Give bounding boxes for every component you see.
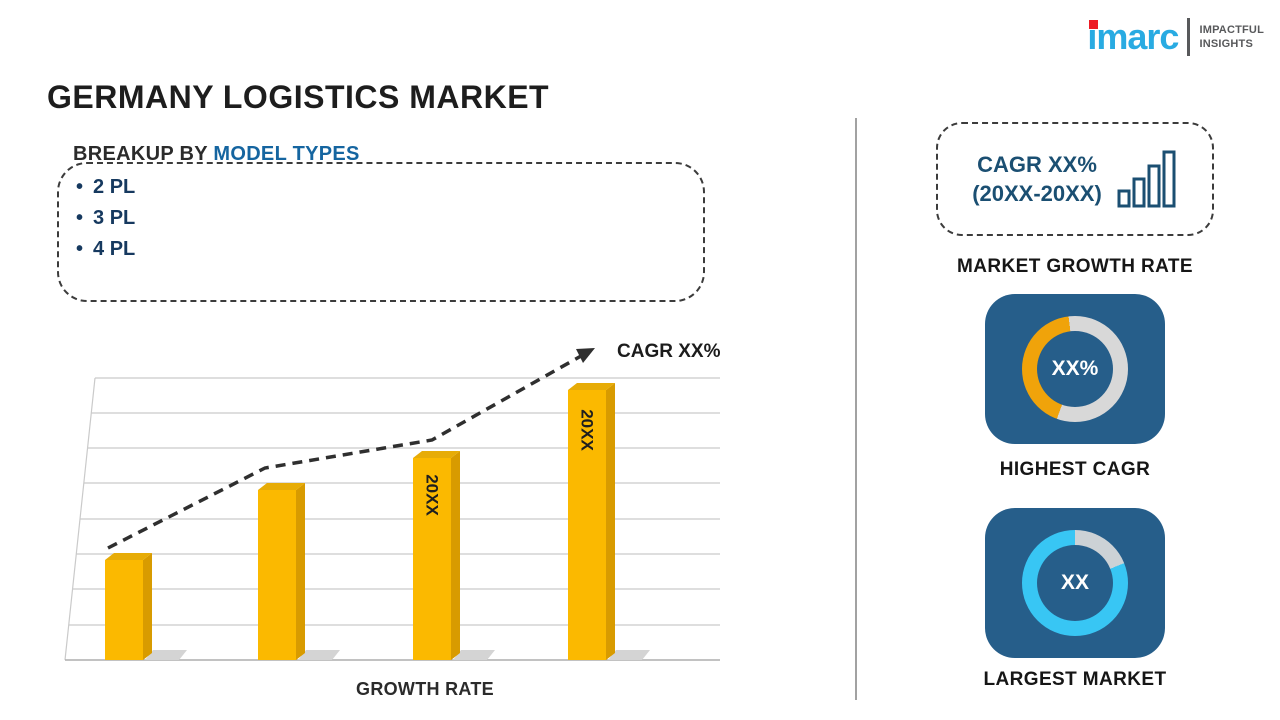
bar-chart-svg: 20XX 20XX	[64, 348, 720, 661]
bar-shadow	[298, 650, 340, 660]
growth-box-text: CAGR XX% (20XX-20XX)	[972, 150, 1102, 208]
bar-side	[296, 483, 305, 660]
bar-side	[143, 553, 152, 660]
growth-box-line1: CAGR XX%	[977, 152, 1097, 177]
bar-side	[606, 383, 615, 660]
bar-side	[451, 451, 460, 660]
breakup-heading-prefix: BREAKUP BY	[73, 142, 214, 165]
logo-tagline: IMPACTFUL INSIGHTS	[1199, 23, 1264, 52]
bar-top	[105, 553, 152, 560]
trend-line	[107, 354, 582, 550]
bar-shadow	[608, 650, 650, 660]
largest-market-caption: LARGEST MARKET	[983, 669, 1167, 690]
bar-2	[258, 490, 296, 660]
bar-4-label: 20XX	[578, 409, 597, 451]
largest-market-card: XX	[985, 508, 1165, 658]
bar-1	[105, 560, 143, 660]
bar-3	[413, 458, 451, 660]
section-divider	[855, 118, 857, 700]
bar-4	[568, 390, 606, 660]
imarc-logo: imarc IMPACTFUL INSIGHTS	[1087, 18, 1264, 56]
chart-gridlines	[68, 377, 720, 626]
bar-top	[258, 483, 305, 490]
bar-3-label: 20XX	[423, 474, 442, 516]
breakup-list: • 2 PL • 3 PL • 4 PL	[76, 172, 135, 265]
highest-cagr-donut-chart: XX%	[1022, 316, 1128, 422]
logo-tagline-line2: INSIGHTS	[1199, 38, 1254, 50]
bar-top	[413, 451, 460, 458]
highest-cagr-card: XX%	[985, 294, 1165, 444]
largest-market-value: XX	[1060, 571, 1089, 594]
list-item-label: 4 PL	[93, 238, 136, 260]
bullet-icon: •	[76, 207, 84, 229]
bar-shadow	[453, 650, 495, 660]
breakup-heading-highlight: MODEL TYPES	[213, 142, 360, 165]
market-growth-rate-box: CAGR XX% (20XX-20XX)	[936, 122, 1214, 236]
bullet-icon: •	[76, 238, 84, 260]
logo-red-flag-icon	[1089, 20, 1099, 29]
bar-shadow	[145, 650, 187, 660]
highest-cagr-value: XX%	[1051, 357, 1099, 380]
list-item: • 4 PL	[76, 234, 135, 265]
logo-brand: imarc	[1087, 16, 1179, 57]
breakup-heading: BREAKUP BY MODEL TYPES	[73, 143, 360, 166]
logo-brand-text: imarc	[1087, 16, 1179, 57]
bar-top	[568, 383, 615, 390]
list-item-label: 2 PL	[93, 176, 136, 198]
trend-annotation: CAGR XX%	[617, 341, 721, 362]
breakup-box	[57, 162, 705, 302]
logo-tagline-line1: IMPACTFUL	[1199, 23, 1264, 36]
list-item: • 3 PL	[76, 203, 135, 234]
highest-cagr-caption: HIGHEST CAGR	[999, 459, 1151, 480]
list-item-label: 3 PL	[93, 207, 136, 229]
logo-divider	[1187, 18, 1191, 56]
largest-market-donut-chart: XX	[1022, 530, 1128, 636]
x-axis-label: GROWTH RATE	[356, 679, 494, 699]
page-title: GERMANY LOGISTICS MARKET	[47, 79, 550, 116]
trend-arrowhead-icon	[576, 348, 595, 363]
chart-left-wall-edge	[64, 377, 96, 661]
growth-bar-chart: 20XX 20XX	[55, 335, 745, 675]
bullet-icon: •	[76, 176, 84, 198]
growth-box-line2: (20XX-20XX)	[972, 181, 1102, 206]
bar-chart-icon	[1117, 150, 1176, 208]
market-growth-rate-caption: MARKET GROWTH RATE	[957, 256, 1193, 277]
list-item: • 2 PL	[76, 172, 135, 203]
